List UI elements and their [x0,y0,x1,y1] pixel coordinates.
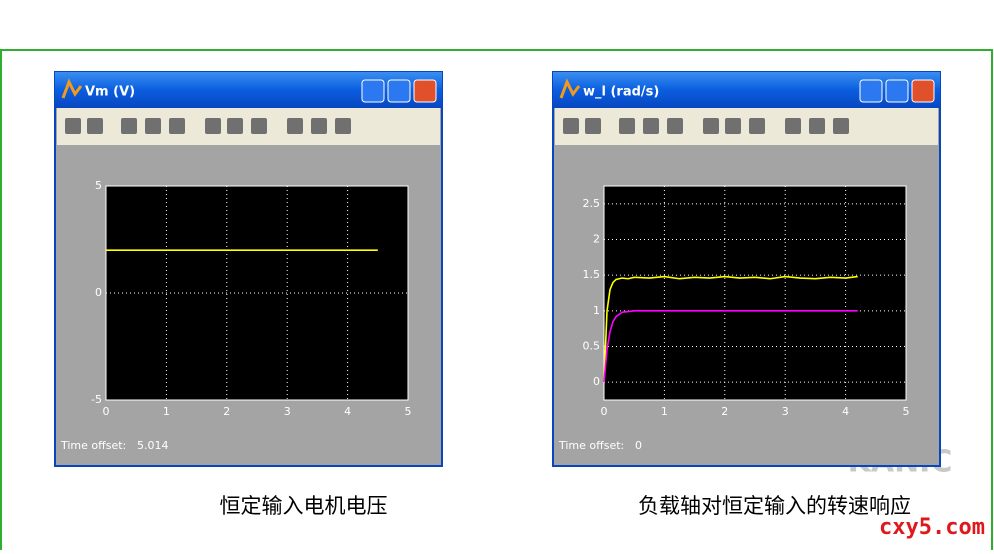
caption: 恒定输入电机电压 [220,494,388,518]
toolbar-button[interactable] [169,118,185,134]
y-tick-label: 5 [95,179,102,192]
window-title: Vm (V) [85,85,135,100]
series-line [603,310,858,383]
toolbar-button[interactable] [287,118,303,134]
toolbar-button[interactable] [703,118,719,134]
toolbar-button[interactable] [667,118,683,134]
y-tick-label: 1.5 [583,268,601,281]
maximize-button[interactable] [387,79,411,103]
toolbar-button[interactable] [335,118,351,134]
close-button[interactable] [413,79,437,103]
toolbar-button[interactable] [809,118,825,134]
x-tick-label: 1 [163,405,170,418]
scope-window: w_l (rad/s) 0 1 2 3 4 5 0 0.5 1 1.5 2 2.5 Time offset… [552,71,941,467]
app-icon [61,78,83,99]
toolbar-button[interactable] [563,118,579,134]
maximize-button[interactable] [885,79,909,103]
minimize-button[interactable] [859,79,883,103]
toolbar-button[interactable] [833,118,849,134]
frame [0,49,993,554]
toolbar-button[interactable] [785,118,801,134]
toolbar-button[interactable] [585,118,601,134]
y-tick-label: 0 [95,286,102,299]
x-tick-label: 4 [344,405,351,418]
x-tick-label: 4 [842,405,849,418]
toolbar-button[interactable] [251,118,267,134]
y-tick-label: 2.5 [583,197,601,210]
toolbar [57,108,440,145]
time-offset-value: 5.014 [137,439,169,452]
y-tick-label: 2 [593,233,600,246]
toolbar-button[interactable] [227,118,243,134]
toolbar [555,108,938,145]
app-icon [559,78,581,99]
axes [603,185,907,401]
x-tick-label: 3 [782,405,789,418]
minimize-button[interactable] [361,79,385,103]
watermark: cxy5.com [879,515,985,540]
time-offset-label: Time offset: [558,439,624,452]
toolbar-button[interactable] [87,118,103,134]
series-line [603,275,858,383]
y-tick-label: 0.5 [583,340,601,353]
x-tick-label: 0 [601,405,608,418]
x-tick-label: 5 [903,405,910,418]
toolbar-button[interactable] [205,118,221,134]
x-tick-label: 5 [405,405,412,418]
x-tick-label: 2 [721,405,728,418]
toolbar-button[interactable] [749,118,765,134]
time-offset-label: Time offset: [60,439,126,452]
y-tick-label: 1 [593,304,600,317]
x-tick-label: 2 [223,405,230,418]
x-tick-label: 3 [284,405,291,418]
time-offset-value: 0 [635,439,642,452]
y-tick-label: 0 [593,375,600,388]
toolbar-button[interactable] [311,118,327,134]
x-tick-label: 1 [661,405,668,418]
close-button[interactable] [911,79,935,103]
axes [105,185,409,401]
window-title: w_l (rad/s) [583,85,659,100]
toolbar-button[interactable] [643,118,659,134]
toolbar-button[interactable] [145,118,161,134]
toolbar-button[interactable] [725,118,741,134]
y-tick-label: -5 [91,393,102,406]
x-tick-label: 0 [103,405,110,418]
toolbar-button[interactable] [121,118,137,134]
toolbar-button[interactable] [65,118,81,134]
toolbar-button[interactable] [619,118,635,134]
caption: 负载轴对恒定输入的转速响应 [638,494,911,518]
